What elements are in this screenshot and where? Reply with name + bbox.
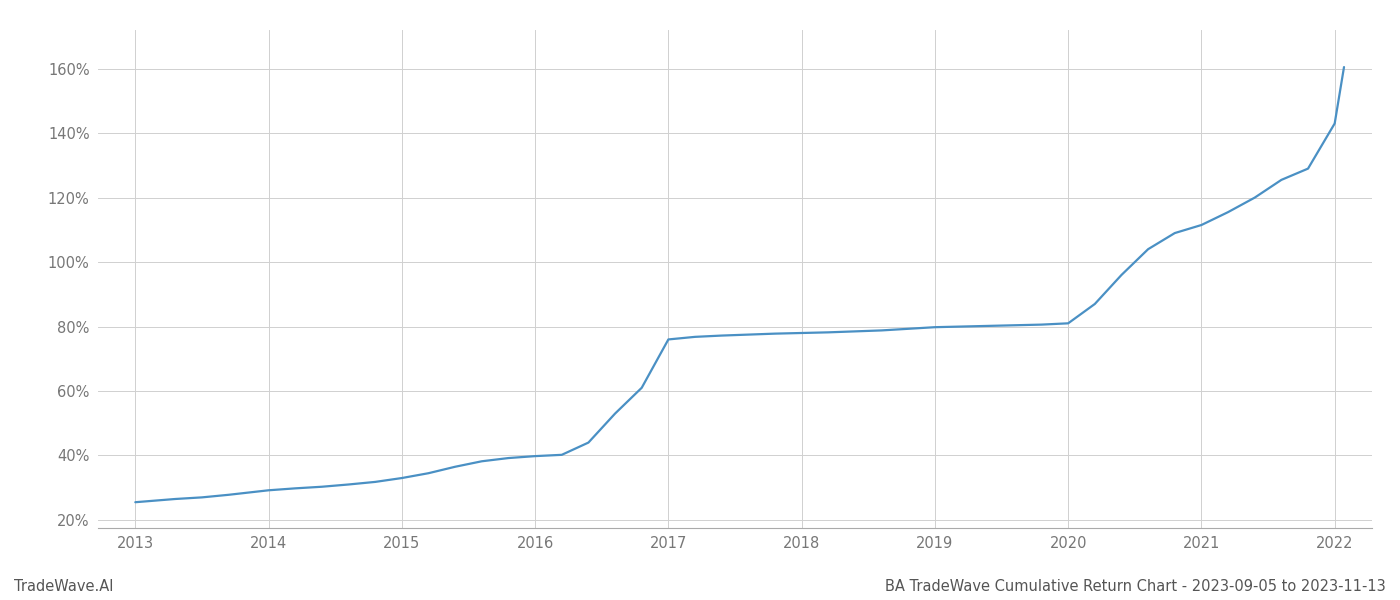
Text: BA TradeWave Cumulative Return Chart - 2023-09-05 to 2023-11-13: BA TradeWave Cumulative Return Chart - 2…	[885, 579, 1386, 594]
Text: TradeWave.AI: TradeWave.AI	[14, 579, 113, 594]
